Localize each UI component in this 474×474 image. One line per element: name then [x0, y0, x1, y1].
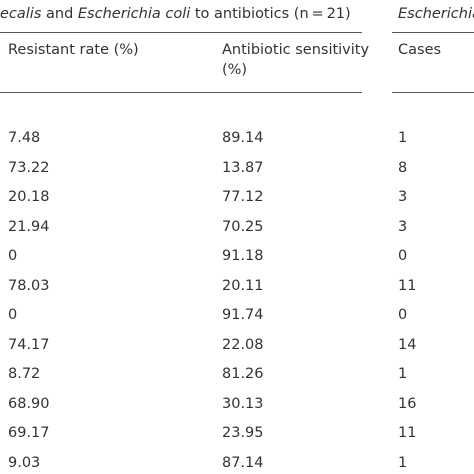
table-cell: 78.03 [8, 277, 50, 294]
table-cell: 77.12 [222, 189, 264, 205]
table-cell: 1 [398, 130, 408, 146]
table-cell: 20.18 [8, 189, 50, 205]
rule [0, 32, 362, 33]
table-cell: 20.11 [222, 277, 264, 294]
table-caption: Escherichia [398, 6, 474, 22]
table-cell: 21.94 [8, 218, 50, 235]
table-cell: 0 [398, 307, 408, 323]
table-cell: 74.17 [8, 336, 50, 353]
table-cell: 11 [398, 425, 417, 441]
table-cell: 16 [398, 395, 417, 412]
table-cell: 8.72 [8, 366, 41, 382]
table-cell: 30.13 [222, 395, 264, 412]
column-header: Resistant rate (%) [8, 42, 139, 58]
table-cell: 1 [398, 366, 408, 382]
table-cell: 89.14 [222, 130, 264, 146]
column-header: Antibiotic sensitivity (%) [222, 42, 370, 78]
table-cell: 8 [398, 159, 408, 176]
caption-part: Escherichia coli [77, 6, 191, 22]
table-cell: 0 [8, 307, 18, 323]
table-cell: 91.74 [222, 307, 264, 323]
table-cell: 13.87 [222, 159, 264, 176]
caption-part: to antibiotics (n = 21) [190, 6, 351, 22]
table-cell: 9.03 [8, 454, 41, 471]
table-cell: 0 [398, 248, 408, 264]
table-cell: 1 [398, 454, 408, 471]
table-cell: 3 [398, 218, 408, 235]
table-cell: 14 [398, 336, 417, 353]
table-cell: 11 [398, 277, 417, 294]
table-cell: 0 [8, 248, 18, 264]
rule [0, 92, 362, 93]
table-cell: 87.14 [222, 454, 264, 471]
rule [392, 92, 474, 93]
caption-part: and [41, 6, 78, 22]
table-cell: 7.48 [8, 130, 41, 146]
table-caption: ecalis and Escherichia coli to antibioti… [0, 4, 351, 24]
caption-part: ecalis [0, 6, 42, 22]
table-cell: 73.22 [8, 159, 50, 176]
table-cell: 81.26 [222, 366, 264, 382]
table-cell: 68.90 [8, 395, 50, 412]
rule [392, 32, 474, 33]
table-cell: 22.08 [222, 336, 264, 353]
table-cell: 23.95 [222, 425, 264, 441]
table-cell: 69.17 [8, 425, 50, 441]
column-header: Cases [398, 42, 442, 58]
table-cell: 70.25 [222, 218, 264, 235]
table-cell: 91.18 [222, 248, 264, 264]
table-cell: 3 [398, 189, 408, 205]
